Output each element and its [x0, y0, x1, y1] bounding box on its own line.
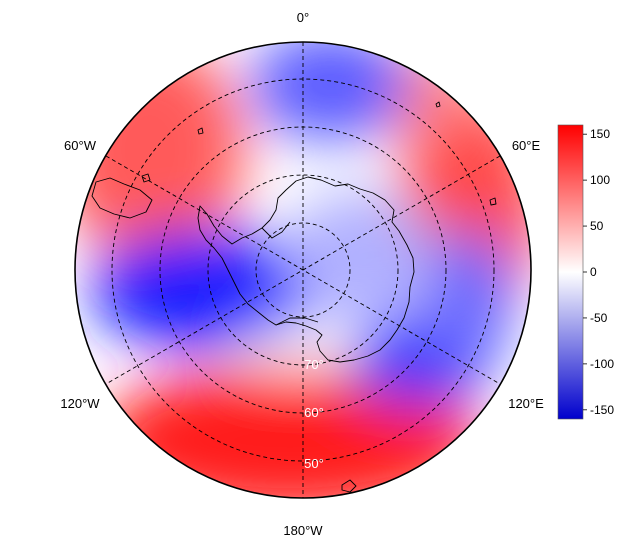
colorbar-tick-label: 100	[590, 173, 610, 187]
graticule	[105, 42, 501, 498]
anomaly-field	[75, 42, 531, 498]
small-island-ne	[435, 101, 441, 108]
lon-label-upper-left: 60°W	[64, 138, 97, 153]
colorbar-tick-label: -150	[590, 403, 614, 417]
negative-anomaly-southeast	[425, 230, 515, 370]
lon-label-bottom: 180°W	[283, 523, 323, 538]
colorbar-tick-label: 50	[590, 219, 604, 233]
colorbar-gradient	[557, 124, 584, 420]
weddell-sea-edge	[261, 221, 291, 239]
new-zealand-island	[341, 479, 357, 493]
colorbar-tick-label: 0	[590, 265, 597, 279]
negative-anomaly-atlantic	[250, 42, 410, 140]
south-georgia	[141, 173, 151, 183]
lon-label-lower-right: 120°E	[508, 396, 544, 411]
lon-label-top: 0°	[297, 10, 309, 25]
lon-label-upper-right: 60°E	[512, 138, 541, 153]
meridian-60e-120w	[105, 155, 501, 385]
coastlines	[91, 101, 497, 493]
map-boundary	[74, 41, 532, 499]
lon-label-lower-left: 120°W	[60, 396, 100, 411]
colorbar-tick-label: -50	[590, 311, 608, 325]
neutral-band	[240, 332, 360, 368]
lat-label-50: 50°	[304, 456, 324, 471]
lat-label-60: 60°	[304, 405, 324, 420]
kerguelen-island	[489, 197, 497, 206]
colorbar-tick-label: 150	[590, 127, 610, 141]
small-island-nw	[197, 127, 204, 135]
latitude-labels: 70° 60° 50°	[304, 357, 324, 471]
lat-label-70: 70°	[304, 357, 324, 372]
south-america-tip	[91, 177, 153, 219]
ross-ice-shelf-edge	[275, 317, 319, 326]
colorbar: 150 100 50 0 -50 -100 -150	[557, 124, 614, 420]
negative-anomaly-amundsen	[90, 230, 320, 350]
colorbar-tick-label: -100	[590, 357, 614, 371]
antarctica-coastline	[197, 176, 415, 363]
longitude-labels: 0° 60°W 60°E 120°W 120°E 180°W	[60, 10, 544, 538]
colorbar-ticks: 150 100 50 0 -50 -100 -150	[583, 127, 614, 417]
negative-anomaly-east-antarctica	[285, 190, 435, 320]
